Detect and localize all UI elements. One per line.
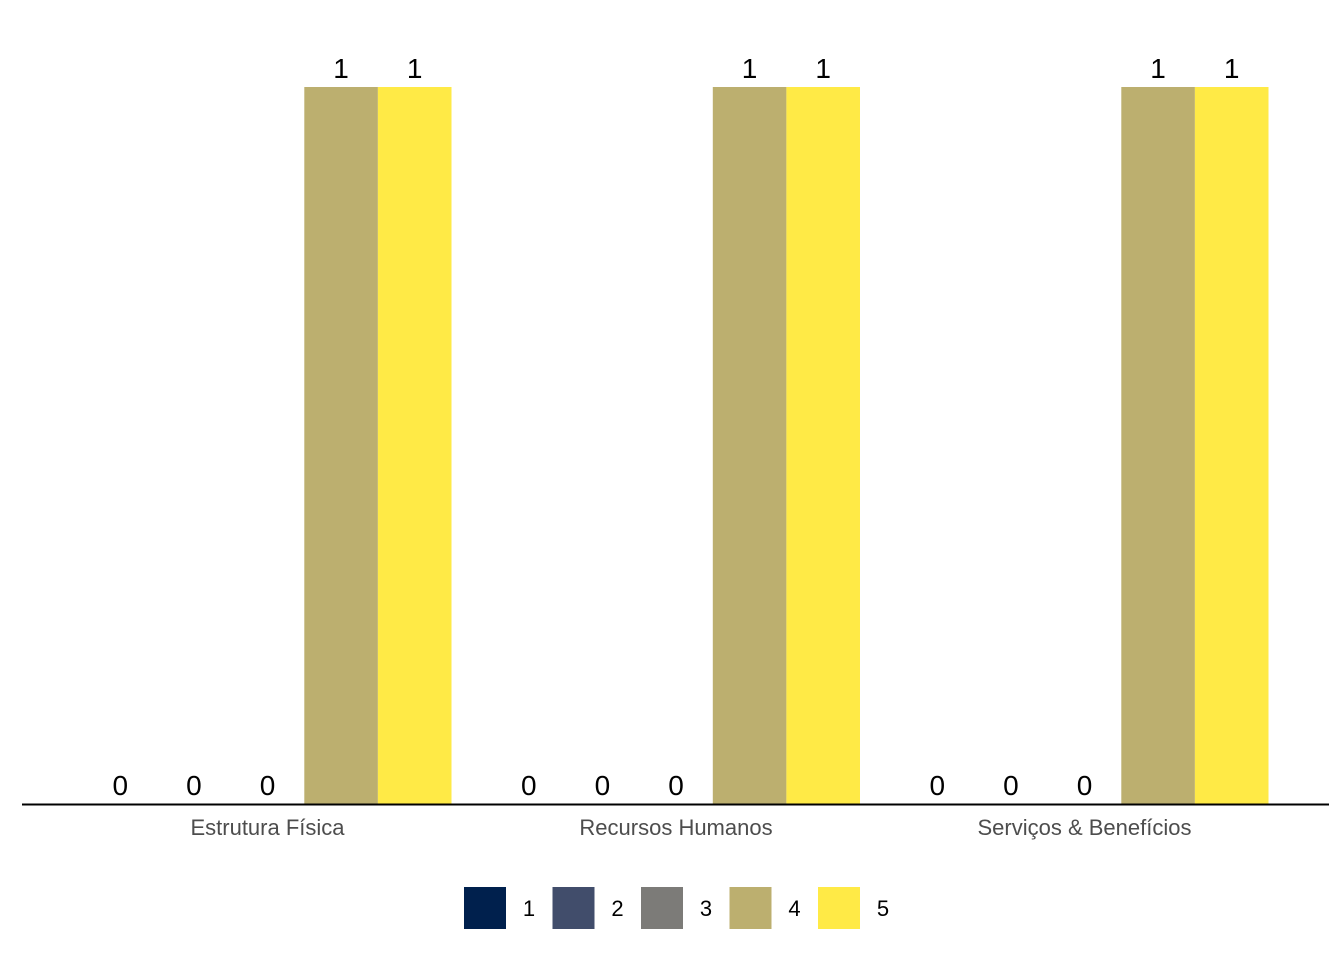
data-label-3-series-3: 0 (1077, 770, 1093, 801)
x-tick-label: Estrutura Física (190, 815, 345, 840)
bar-1-series-5 (377, 87, 452, 804)
data-label-1-series-4: 1 (333, 53, 349, 84)
data-label-3-series-1: 0 (930, 770, 946, 801)
data-label-2-series-5: 1 (815, 53, 831, 84)
legend-swatch-1 (464, 887, 506, 929)
bar-3-series-5 (1194, 87, 1269, 804)
data-label-1-series-5: 1 (407, 53, 423, 84)
legend-label-1: 1 (523, 896, 535, 921)
bar-3-series-4 (1121, 87, 1195, 804)
legend-swatch-5 (818, 887, 860, 929)
legend-label-3: 3 (700, 896, 712, 921)
legend-swatch-2 (552, 887, 595, 929)
data-label-3-series-4: 1 (1150, 53, 1166, 84)
bar-2-series-4 (712, 87, 787, 804)
x-tick-label: Recursos Humanos (579, 815, 772, 840)
legend-label-4: 4 (788, 896, 800, 921)
bar-1-series-4 (304, 87, 378, 804)
data-label-1-series-1: 0 (113, 770, 129, 801)
data-label-1-series-3: 0 (260, 770, 276, 801)
legend-label-5: 5 (877, 896, 889, 921)
data-label-2-series-1: 0 (521, 770, 537, 801)
legend-swatch-3 (641, 887, 683, 929)
data-label-2-series-4: 1 (742, 53, 758, 84)
legend-label-2: 2 (611, 896, 623, 921)
bar-2-series-5 (786, 87, 860, 804)
data-label-2-series-3: 0 (668, 770, 684, 801)
legend: 1 2 3 4 5 (464, 887, 889, 929)
data-label-3-series-5: 1 (1224, 53, 1240, 84)
x-tick-label: Serviços & Benefícios (978, 815, 1192, 840)
x-tick-labels: Estrutura Física Recursos Humanos Serviços… (190, 815, 1191, 840)
data-label-1-series-2: 0 (186, 770, 202, 801)
data-label-3-series-2: 0 (1003, 770, 1019, 801)
legend-swatch-4 (729, 887, 772, 929)
data-label-2-series-2: 0 (595, 770, 611, 801)
value-labels-layer: 0 0 0 1 1 0 0 0 1 1 0 0 0 1 1 (113, 53, 1240, 801)
bars-layer (304, 87, 1269, 804)
